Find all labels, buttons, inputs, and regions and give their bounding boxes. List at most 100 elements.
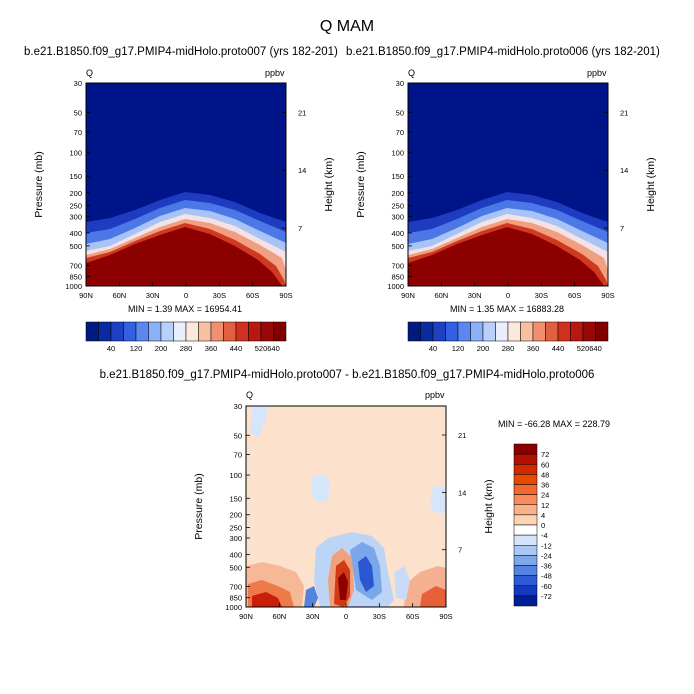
colorbar-3-swatch <box>513 453 538 465</box>
panel-3-ytick-label: 400 <box>229 550 242 559</box>
panel-2-ytick-label: 1000 <box>387 282 404 291</box>
panel-3-ylabel: Pressure (mb) <box>193 473 205 540</box>
colorbar-3-swatch <box>513 545 538 556</box>
panel-3-xtick-label: 90N <box>239 612 253 621</box>
panel-2-ytick-label: 50 <box>396 109 404 118</box>
panel-1-ytick-label: 700 <box>69 261 82 270</box>
colorbar-1-swatch <box>173 321 187 342</box>
panel-2-ytick-label: 200 <box>391 189 404 198</box>
colorbar-1-swatch <box>148 321 162 342</box>
panel-3-ytick-label: 100 <box>229 471 242 480</box>
colorbar-1-label: 200 <box>155 344 168 353</box>
colorbar-3-label: -72 <box>541 592 552 601</box>
panel-3-ytick-label: 70 <box>234 451 242 460</box>
colorbar-2-swatch <box>457 321 471 342</box>
panel-1-ytick-label: 400 <box>69 229 82 238</box>
panel-1-ytick-label: 100 <box>69 149 82 158</box>
colorbar-3-swatch <box>513 504 538 516</box>
colorbar-2-label: 120 <box>452 344 465 353</box>
panel-1-xtick-label: 60S <box>246 291 259 300</box>
colorbar-1-swatch <box>123 321 137 342</box>
panel-3-blue-low-left <box>304 586 318 607</box>
panel-2-xtick-label: 90S <box>601 291 614 300</box>
panel-2-xtick-label: 30S <box>535 291 548 300</box>
panel-3-ytick-label: 200 <box>229 511 242 520</box>
colorbar-2-swatch <box>595 321 609 342</box>
panel-3-plot <box>245 405 447 608</box>
panel-3-y2tick-label: 21 <box>458 431 466 440</box>
panel-2-plot <box>407 82 609 287</box>
panel-3-xtick-label: 90S <box>439 612 452 621</box>
figure-title: Q MAM <box>319 18 375 35</box>
colorbar-1-label: 40 <box>107 344 115 353</box>
colorbar-2-swatch <box>570 321 584 342</box>
panel-1-right-label: ppbv <box>265 68 285 78</box>
colorbar-3-label: 72 <box>541 450 549 459</box>
colorbar-1-swatch <box>210 321 224 342</box>
panel-1-xtick-label: 90N <box>79 291 93 300</box>
panel-3-ytick-label: 700 <box>229 583 242 592</box>
colorbar-1-swatch <box>273 321 287 342</box>
colorbar-2-swatch <box>520 321 534 342</box>
colorbar-2-swatch <box>532 321 546 342</box>
colorbar-3-label: 4 <box>541 511 545 520</box>
colorbar-3-label: 0 <box>541 521 545 530</box>
colorbar-3-label: -48 <box>541 572 552 581</box>
colorbar-3-swatch <box>513 494 538 505</box>
colorbar-3-swatch <box>513 443 538 455</box>
colorbar-2-label: 640 <box>589 344 602 353</box>
colorbar-2-label: 440 <box>552 344 565 353</box>
panel-3-xtick-label: 30N <box>306 612 320 621</box>
colorbar-2-label: 280 <box>502 344 515 353</box>
panel-1-y2tick-label: 21 <box>298 108 306 117</box>
colorbar-1-swatch <box>235 321 249 342</box>
colorbar-1-swatch <box>223 321 237 342</box>
colorbar-3-label: -12 <box>541 541 552 550</box>
panel-2-xtick-label: 0 <box>506 291 510 300</box>
panel-1-ytick-label: 300 <box>69 212 82 221</box>
panel-3-ytick-label: 850 <box>229 594 242 603</box>
panel-2-y2tick-label: 7 <box>620 224 624 233</box>
colorbar-3-swatch <box>513 514 538 526</box>
colorbar-2-swatch <box>445 321 459 342</box>
panel-3-lower-red-left-3 <box>252 592 282 607</box>
panel-1-y2tick-label: 14 <box>298 166 306 175</box>
panel-1-band-7 <box>86 227 282 286</box>
colorbar-3-swatch <box>513 585 538 597</box>
panel-1-xtick-label: 30N <box>146 291 160 300</box>
panel-2-xtick-label: 60N <box>434 291 448 300</box>
colorbar-2-swatch <box>557 321 571 342</box>
panel-3-blob-2 <box>312 474 330 503</box>
panel-1-plot <box>85 82 287 287</box>
colorbar-3-swatch <box>513 524 538 536</box>
colorbar-3-swatch <box>513 565 538 576</box>
panel-1-ytick-label: 500 <box>69 242 82 251</box>
panel-3-stats: MIN = -66.28 MAX = 228.79 <box>498 419 611 429</box>
colorbar-1-swatch <box>160 321 174 342</box>
colorbar-3-label: 48 <box>541 470 549 479</box>
panel-3-xtick-label: 60S <box>406 612 419 621</box>
colorbar-2-swatch <box>420 321 434 342</box>
colorbar-2-swatch <box>582 321 596 342</box>
panel-1-stats: MIN = 1.39 MAX = 16954.41 <box>127 304 243 314</box>
colorbar-1-swatch <box>110 321 124 342</box>
panel-1-ytick-label: 150 <box>69 172 82 181</box>
panel-2-ylabel: Pressure (mb) <box>355 151 367 218</box>
colorbar-1-label: 280 <box>180 344 193 353</box>
panel-2-ytick-label: 150 <box>391 172 404 181</box>
colorbar-1-label: 120 <box>130 344 143 353</box>
panel-1-xtick-label: 30S <box>213 291 226 300</box>
colorbar-3-swatch <box>513 474 538 485</box>
colorbar-2-swatch <box>545 321 559 342</box>
panel-3-red-center-3 <box>338 572 348 600</box>
panel-3-ytick-label: 250 <box>229 524 242 533</box>
panel-3-ytick-label: 300 <box>229 534 242 543</box>
colorbar-3-label: -4 <box>541 531 548 540</box>
colorbar-1-label: 640 <box>267 344 280 353</box>
panel-1-xtick-label: 60N <box>112 291 126 300</box>
panel-1-ytick-label: 850 <box>69 273 82 282</box>
colorbar-1-swatch <box>98 321 112 342</box>
panel-3-ytick-label: 30 <box>234 402 242 411</box>
colorbar-3-label: 24 <box>541 491 549 500</box>
colorbar-1-swatch <box>260 321 274 342</box>
